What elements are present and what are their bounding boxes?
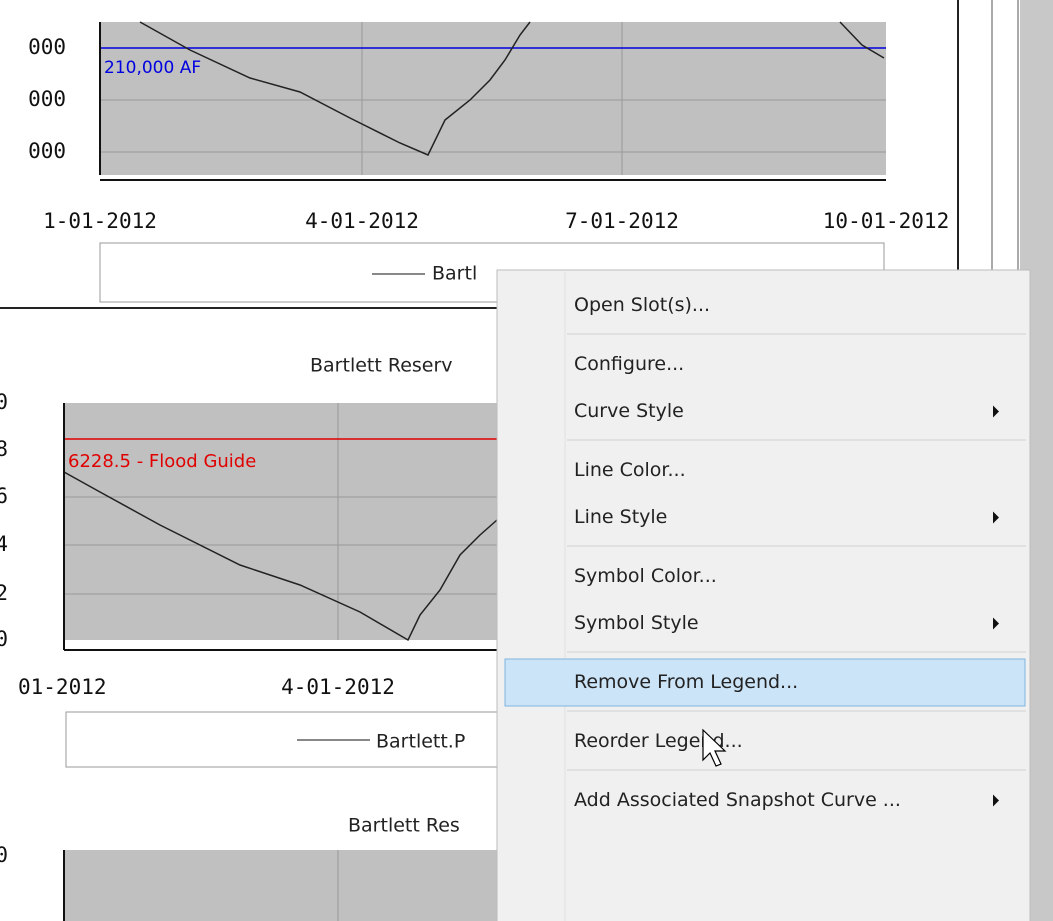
menu-item[interactable]: Remove From Legend... [574, 671, 798, 693]
cursor [702, 728, 727, 767]
chart-title: Bartlett Reserv [310, 355, 453, 377]
x-tick-label: 7-01-2012 [565, 209, 679, 233]
menu-item-highlight [504, 658, 1026, 707]
menu-item[interactable]: Symbol Style [574, 612, 699, 634]
legend-label: Bartlett.P [376, 731, 465, 753]
y-tick-label: 8 [0, 437, 8, 461]
x-tick-label: 10-01-2012 [823, 209, 949, 233]
menu-item[interactable]: Symbol Color... [574, 565, 717, 587]
menu-item[interactable]: Reorder Legend... [574, 730, 743, 752]
legend-label: Bartl [432, 263, 477, 285]
x-tick-label: 01-2012 [18, 675, 107, 699]
x-tick-label: 1-01-2012 [43, 209, 157, 233]
y-tick-label: 000 [28, 35, 66, 59]
submenu-arrow [993, 511, 999, 524]
menu-item[interactable]: Configure... [574, 353, 684, 375]
y-tick-label: 000 [28, 139, 66, 163]
y-tick-label: 0 [0, 627, 8, 651]
reference-label: 210,000 AF [104, 58, 201, 78]
curve [63, 471, 498, 642]
y-tick-label: 2 [0, 581, 8, 605]
reference-label: 6228.5 - Flood Guide [68, 451, 256, 472]
chart-title: Bartlett Res [348, 815, 460, 837]
submenu-arrow [993, 405, 999, 418]
menu-item[interactable]: Line Style [574, 506, 667, 528]
y-tick-label: 0 [0, 843, 8, 867]
curve [139, 21, 531, 156]
menu-item[interactable]: Add Associated Snapshot Curve ... [574, 789, 901, 811]
menu-item[interactable]: Line Color... [574, 459, 686, 481]
y-tick-label: 0 [0, 390, 8, 414]
y-tick-label: 6 [0, 484, 8, 508]
submenu-arrow [993, 794, 999, 807]
y-tick-label: 4 [0, 532, 8, 556]
plot-area [64, 850, 504, 921]
menu-item[interactable]: Curve Style [574, 400, 684, 422]
curve [839, 21, 885, 59]
submenu-arrow [993, 617, 999, 630]
context-menu: Open Slot(s)... Configure... Curve Style Li… [496, 269, 1031, 921]
x-tick-label: 4-01-2012 [281, 675, 395, 699]
y-tick-label: 000 [28, 87, 66, 111]
menu-panel [496, 269, 1031, 921]
x-tick-label: 4-01-2012 [305, 209, 419, 233]
menu-item[interactable]: Open Slot(s)... [574, 294, 710, 316]
